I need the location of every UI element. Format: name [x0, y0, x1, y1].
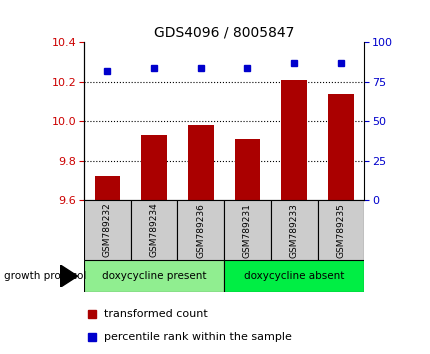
- Bar: [130, 200, 177, 260]
- Text: doxycycline present: doxycycline present: [101, 271, 206, 281]
- Bar: [270, 200, 317, 260]
- Bar: [327, 94, 353, 200]
- Text: GSM789236: GSM789236: [196, 202, 205, 258]
- Bar: [94, 176, 120, 200]
- Text: GSM789231: GSM789231: [243, 202, 252, 258]
- Bar: [317, 200, 363, 260]
- Bar: [84, 200, 130, 260]
- Bar: [141, 135, 166, 200]
- Bar: [224, 260, 363, 292]
- Text: percentile rank within the sample: percentile rank within the sample: [104, 332, 291, 342]
- Text: GSM789234: GSM789234: [149, 203, 158, 257]
- Text: transformed count: transformed count: [104, 309, 207, 319]
- Bar: [281, 80, 306, 200]
- Polygon shape: [60, 265, 77, 287]
- Text: doxycycline absent: doxycycline absent: [243, 271, 344, 281]
- Text: GSM789232: GSM789232: [103, 203, 112, 257]
- Bar: [177, 200, 224, 260]
- Bar: [234, 139, 260, 200]
- Text: growth protocol: growth protocol: [4, 271, 86, 281]
- Bar: [187, 125, 213, 200]
- Text: GSM789235: GSM789235: [335, 202, 344, 258]
- Bar: [224, 200, 270, 260]
- Bar: [84, 260, 224, 292]
- Title: GDS4096 / 8005847: GDS4096 / 8005847: [154, 26, 294, 40]
- Text: GSM789233: GSM789233: [289, 202, 298, 258]
